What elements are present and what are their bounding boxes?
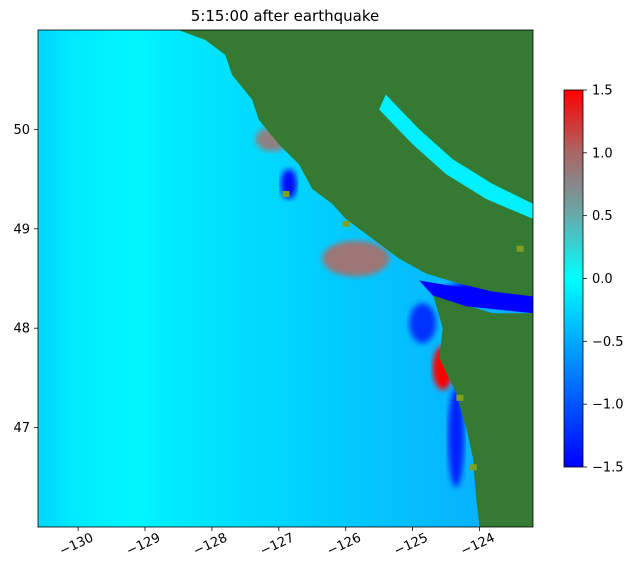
x-tick-label: −130	[57, 530, 96, 559]
colorbar-tick-label: −0.5	[592, 335, 624, 350]
y-tick-label: 49	[13, 222, 30, 237]
x-tick-label: −126	[325, 530, 364, 559]
strait-of-georgia	[379, 94, 533, 219]
colorbar-tick-label: 1.5	[592, 84, 613, 99]
map-area	[38, 30, 533, 527]
coastal-patch	[282, 191, 290, 198]
x-tick-label: −125	[392, 530, 431, 559]
y-tick-label: 50	[13, 123, 30, 138]
x-axis: −130 −129 −128 −127 −126 −125 −124	[57, 527, 497, 559]
y-tick-label: 48	[13, 322, 30, 337]
x-tick-label: −127	[258, 530, 297, 559]
colorbar-tick-label: −1.5	[592, 461, 624, 476]
colorbar-tick-label: 0.0	[592, 272, 613, 287]
anomaly-trough-cape-flattery	[409, 303, 437, 344]
colorbar-tick-label: −1.0	[592, 398, 624, 413]
wave-anomaly-layer	[255, 127, 533, 488]
colorbar-tick-label: 0.5	[592, 209, 613, 224]
coastal-patch	[342, 220, 350, 227]
strait-juan-de-fuca	[419, 280, 533, 314]
plot-title: 5:15:00 after earthquake	[191, 7, 379, 25]
colorbar: −1.5 −1.0 −0.5 0.0 0.5 1.0 1.5	[563, 84, 624, 476]
coastal-patch	[469, 464, 477, 471]
coastal-patch	[516, 245, 524, 252]
colorbar-gradient	[564, 90, 583, 467]
y-axis: 47 48 49 50	[13, 123, 38, 436]
y-tick-label: 47	[13, 421, 30, 436]
coastal-patch	[456, 394, 464, 401]
anomaly-crest-nootka	[322, 240, 390, 277]
land-vancouver-island	[178, 30, 533, 299]
ocean-band	[60, 30, 150, 527]
land-olympic-coast	[432, 293, 533, 527]
x-tick-label: −129	[124, 530, 163, 559]
x-tick-label: −124	[459, 530, 498, 559]
plot-frame	[37, 29, 534, 528]
anomaly-trough-coast-south	[448, 387, 465, 488]
colorbar-tick-label: 1.0	[592, 146, 613, 161]
x-tick-label: −128	[191, 530, 230, 559]
colorbar-ticks: −1.5 −1.0 −0.5 0.0 0.5 1.0 1.5	[583, 84, 624, 476]
land-layer	[178, 30, 533, 527]
